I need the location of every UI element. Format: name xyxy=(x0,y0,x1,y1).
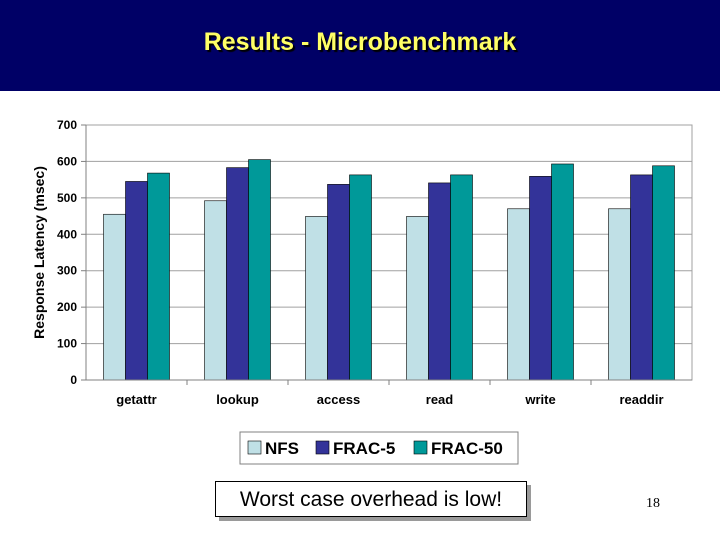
legend-label-frac-5: FRAC-5 xyxy=(333,439,395,458)
legend-box xyxy=(239,431,519,465)
legend-label-nfs: NFS xyxy=(265,439,299,458)
page-number: 18 xyxy=(646,496,660,511)
x-tick-labels: getattr lookup access read write readdir xyxy=(116,392,663,407)
legend-swatch-frac-50 xyxy=(413,440,428,455)
y-tick-label: 400 xyxy=(57,227,77,241)
bar-nfs-readdir xyxy=(608,208,631,381)
x-tick-label: read xyxy=(426,392,454,407)
bar-frac-5-lookup xyxy=(226,167,249,381)
y-tick-label: 700 xyxy=(57,118,77,132)
bar-frac-5-write xyxy=(529,176,552,381)
y-tick-label: 200 xyxy=(57,300,77,314)
legend-swatch-nfs xyxy=(247,440,262,455)
bar-frac-5-getattr xyxy=(125,181,148,381)
chart-gridlines xyxy=(85,124,693,381)
bar-frac-5-read xyxy=(428,182,451,381)
bar-frac-5-readdir xyxy=(630,174,653,381)
bar-nfs-write xyxy=(507,208,530,381)
x-tick-label: readdir xyxy=(619,392,663,407)
bar-nfs-read xyxy=(406,216,429,381)
y-tick-label: 600 xyxy=(57,154,77,168)
x-tick-label: getattr xyxy=(116,392,156,407)
title-bar: Results - Microbenchmark xyxy=(0,0,720,91)
bar-frac-50-readdir xyxy=(652,165,675,381)
callout-box: Worst case overhead is low! xyxy=(215,481,527,517)
bar-frac-50-access xyxy=(349,174,372,381)
bar-nfs-access xyxy=(305,216,328,381)
bar-chart: 0 100 200 300 400 500 600 700 getattr lookup acce… xyxy=(31,118,693,465)
bar-frac-50-read xyxy=(450,174,473,381)
legend-label-frac-50: FRAC-50 xyxy=(431,439,503,458)
chart-bars xyxy=(103,159,675,381)
chart-legend: NFS FRAC-5 FRAC-50 xyxy=(239,431,519,465)
bar-frac-5-access xyxy=(327,184,350,381)
y-tick-label: 500 xyxy=(57,191,77,205)
chart-axes xyxy=(81,124,692,385)
bar-nfs-getattr xyxy=(103,213,126,381)
y-tick-label: 0 xyxy=(70,373,77,387)
y-tick-label: 100 xyxy=(57,337,77,351)
bar-frac-50-getattr xyxy=(147,172,170,381)
plot-area xyxy=(85,124,693,381)
bar-frac-50-lookup xyxy=(248,159,271,381)
x-tick-label: access xyxy=(317,392,360,407)
legend-swatch-frac-5 xyxy=(315,440,330,455)
y-tick-label: 300 xyxy=(57,264,77,278)
y-axis-label: Response Latency (msec) xyxy=(31,166,47,339)
x-tick-label: write xyxy=(524,392,555,407)
x-tick-label: lookup xyxy=(216,392,259,407)
y-tick-labels: 0 100 200 300 400 500 600 700 xyxy=(57,118,77,387)
slide-title: Results - Microbenchmark xyxy=(203,28,517,56)
bar-nfs-lookup xyxy=(204,200,227,381)
bar-frac-50-write xyxy=(551,163,574,381)
